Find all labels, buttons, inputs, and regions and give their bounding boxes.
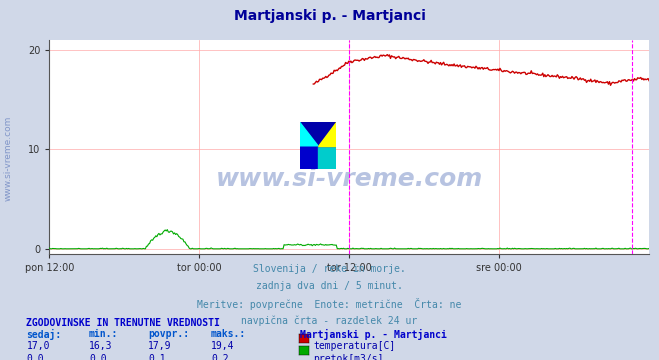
Text: 16,3: 16,3 xyxy=(89,341,113,351)
Text: 0,0: 0,0 xyxy=(89,354,107,360)
Text: zadnja dva dni / 5 minut.: zadnja dva dni / 5 minut. xyxy=(256,281,403,291)
Text: povpr.:: povpr.: xyxy=(148,329,189,339)
Text: maks.:: maks.: xyxy=(211,329,246,339)
Text: 19,4: 19,4 xyxy=(211,341,235,351)
Polygon shape xyxy=(300,122,318,146)
Text: ZGODOVINSKE IN TRENUTNE VREDNOSTI: ZGODOVINSKE IN TRENUTNE VREDNOSTI xyxy=(26,318,220,328)
Polygon shape xyxy=(318,122,336,146)
Text: pretok[m3/s]: pretok[m3/s] xyxy=(313,354,384,360)
Text: 0,2: 0,2 xyxy=(211,354,229,360)
Bar xyxy=(300,122,318,146)
Bar xyxy=(318,146,336,169)
Text: temperatura[C]: temperatura[C] xyxy=(313,341,395,351)
Bar xyxy=(318,122,336,146)
Text: Martjanski p. - Martjanci: Martjanski p. - Martjanci xyxy=(233,9,426,23)
Text: www.si-vreme.com: www.si-vreme.com xyxy=(4,116,13,201)
Text: navpična črta - razdelek 24 ur: navpična črta - razdelek 24 ur xyxy=(241,315,418,326)
Text: 0,0: 0,0 xyxy=(26,354,44,360)
Text: Martjanski p. - Martjanci: Martjanski p. - Martjanci xyxy=(300,329,447,341)
Text: sedaj:: sedaj: xyxy=(26,329,61,341)
Text: 0,1: 0,1 xyxy=(148,354,166,360)
Text: Meritve: povprečne  Enote: metrične  Črta: ne: Meritve: povprečne Enote: metrične Črta:… xyxy=(197,298,462,310)
Text: Slovenija / reke in morje.: Slovenija / reke in morje. xyxy=(253,264,406,274)
Polygon shape xyxy=(300,122,336,146)
Text: 17,0: 17,0 xyxy=(26,341,50,351)
Text: 17,9: 17,9 xyxy=(148,341,172,351)
Text: min.:: min.: xyxy=(89,329,119,339)
Text: www.si-vreme.com: www.si-vreme.com xyxy=(215,167,483,191)
Bar xyxy=(300,146,318,169)
